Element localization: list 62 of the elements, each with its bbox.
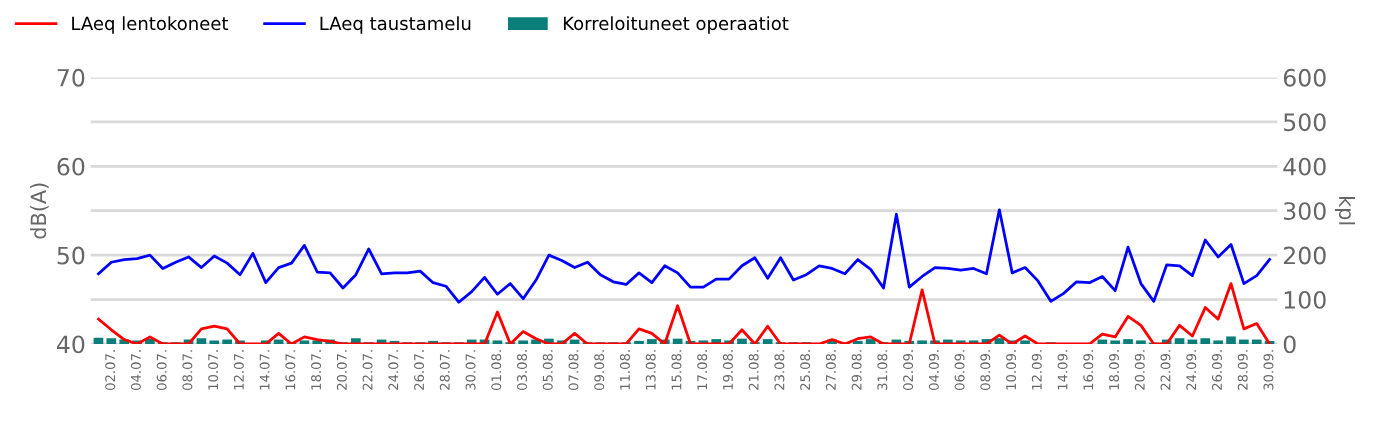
x-tick-label: 26.07. [414,350,425,390]
x-tick-label: 30.07. [465,350,476,390]
x-tick-label: 24.09. [1186,350,1197,390]
x-tick-label: 06.07. [156,350,167,390]
x-tick-label: 15.08. [671,350,682,390]
y2-tick-label: 200 [1283,246,1326,265]
x-tick-label: 24.07. [388,350,399,390]
x-tick-label: 12.07. [233,350,244,390]
y2-tick-label: 0 [1283,335,1296,354]
x-tick-label: 14.07. [259,350,270,390]
y2-axis-title: kpl [1334,197,1356,225]
y-axis-title: dB(A) [30,183,49,239]
x-tick-label: 08.09. [980,350,991,390]
x-tick-label: 22.09. [1160,350,1171,390]
x-tick-label: 28.09. [1237,350,1248,390]
y-tick-label: 70 [57,68,85,87]
y-tick-label: 40 [56,335,85,354]
x-tick-label: 26.09. [1211,350,1222,390]
x-tick-label: 31.08. [877,350,888,390]
x-tick-label: 12.09. [1031,350,1042,390]
x-tick-label: 01.08. [491,350,502,390]
x-tick-label: 27.08. [825,350,836,390]
x-tick-label: 02.09. [903,350,914,390]
y-tick-label: 60 [57,157,85,176]
x-tick-label: 14.09. [1057,350,1068,390]
y2-tick-label: 400 [1283,157,1326,176]
x-tick-label: 06.09. [954,350,965,390]
x-tick-label: 18.09. [1109,350,1120,390]
y2-tick-label: 600 [1283,68,1326,87]
x-tick-label: 10.09. [1006,350,1017,390]
x-tick-label: 02.07. [105,350,116,390]
x-tick-label: 20.07. [336,350,347,390]
x-tick-label: 03.08. [517,350,527,390]
y2-tick-label: 500 [1284,113,1326,132]
x-tick-label: 09.08. [594,350,605,390]
x-tick-label: 10.07. [208,350,219,390]
x-tick-label: 17.08. [697,350,708,390]
x-tick-label: 18.07. [311,350,322,390]
x-tick-label: 19.08. [722,350,733,390]
x-tick-label: 04.09. [928,350,939,390]
x-tick-label: 16.07. [285,350,296,390]
x-tick-label: 11.08. [619,350,630,390]
y2-tick-label: 100 [1284,291,1326,309]
x-tick-label: 07.08. [568,350,579,390]
x-tick-label: 28.07. [439,350,450,390]
x-tick-label: 23.08. [774,350,785,390]
legend-label: LAeq taustamelu [320,16,471,34]
y2-tick-label: 300 [1284,202,1326,221]
legend-label: LAeq lentokoneet [72,16,229,34]
x-tick-label: 25.08. [800,350,811,390]
x-tick-label: 30.09. [1263,350,1274,390]
x-tick-label: 22.07. [362,350,373,390]
x-tick-label: 29.08. [851,350,862,390]
y-tick-label: 50 [57,246,85,265]
x-tick-label: 21.08. [748,350,759,390]
x-tick-label: 04.07. [130,350,141,390]
x-tick-label: 16.09. [1083,350,1094,390]
x-tick-label: 05.08. [542,350,553,390]
x-tick-label: 08.07. [182,350,193,390]
x-tick-label: 13.08. [645,350,656,390]
x-tick-label: 20.09. [1134,350,1145,390]
legend-label: Korreloituneet operaatiot [563,16,789,34]
